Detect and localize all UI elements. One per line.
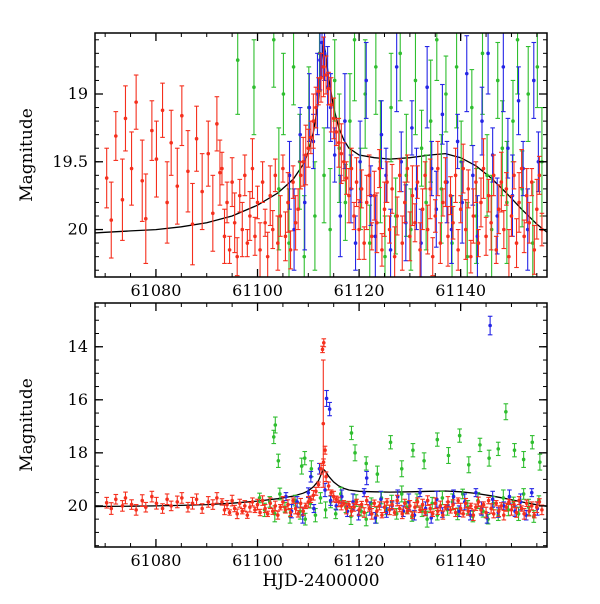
model-curve [95,468,547,508]
y-tick-label: 19 [68,84,88,103]
y-tick-label: 14 [68,337,88,356]
bottom-y-axis-label: Magnitude [17,378,37,472]
x-axis-label: HJD-2400000 [262,571,380,591]
panel-top: 61080 61100 61120 61140 19 19.5 20 [52,32,548,300]
x-tick-label: 61140 [435,281,486,300]
x-tick-label: 61100 [232,551,283,570]
series-red [104,338,545,522]
y-tick-label: 20 [68,496,88,515]
y-tick-label: 19.5 [52,152,88,171]
y-tick-label: 20 [68,220,88,239]
x-tick-label: 61120 [334,551,385,570]
top-frame [94,32,548,278]
top-y-axis-label: Magnitude [17,108,37,202]
y-tick-label: 18 [68,443,88,462]
top-data-layer [95,33,547,277]
x-tick-label: 61080 [130,281,181,300]
y-tick-label: 16 [68,390,88,409]
bottom-frame [94,302,548,548]
x-tick-label: 61140 [435,551,486,570]
bottom-data-layer [95,315,547,528]
x-tick-label: 61100 [232,281,283,300]
panel-bottom: 61080 61100 61120 61140 14 16 18 20 [68,302,548,570]
x-tick-label: 61120 [334,281,385,300]
x-tick-label: 61080 [130,551,181,570]
series-red [104,36,545,277]
